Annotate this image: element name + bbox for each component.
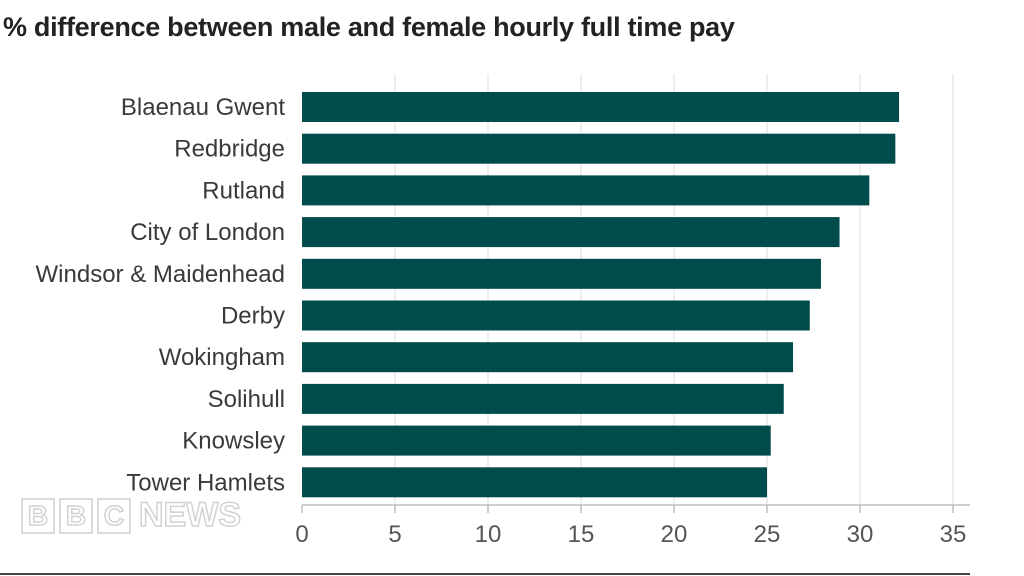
bar-rutland [302,175,870,206]
x-tick-label-30: 30 [847,521,874,548]
category-label-rutland: Rutland [202,177,285,204]
bar-windsor-maidenhead [302,258,821,289]
bottom-rule [0,573,970,575]
x-tick-label-5: 5 [388,521,401,548]
bbc-logo-news-word: NEWS [138,495,242,535]
bbc-logo-block-2: B [59,497,93,534]
bar-wokingham [302,342,794,373]
category-label-city-of-london: City of London [130,219,285,246]
x-tick-label-25: 25 [754,521,781,548]
x-tick-label-15: 15 [568,521,595,548]
bar-blaenau-gwent [302,92,900,122]
bbc-news-logo: B B C NEWS [21,495,242,535]
bar-solihull [302,383,784,414]
category-label-redbridge: Redbridge [174,136,285,163]
bar-derby [302,300,810,331]
bbc-logo-block-3: C [97,497,131,534]
category-label-blaenau-gwent: Blaenau Gwent [121,94,285,121]
category-label-knowsley: Knowsley [182,428,285,455]
category-label-windsor-maidenhead: Windsor & Maidenhead [36,261,285,288]
bar-tower-hamlets [302,467,767,498]
bar-redbridge [302,133,896,164]
x-tick-label-0: 0 [295,521,308,548]
x-tick-label-35: 35 [940,521,967,548]
category-label-tower-hamlets: Tower Hamlets [126,469,285,496]
x-tick-label-10: 10 [475,521,502,548]
bar-city-of-london [302,217,840,248]
x-tick-label-20: 20 [661,521,688,548]
category-label-wokingham: Wokingham [159,344,285,371]
category-label-derby: Derby [221,303,285,330]
bbc-logo-block-1: B [21,497,55,534]
category-label-solihull: Solihull [208,386,285,413]
bar-knowsley [302,425,771,456]
chart-title: % difference between male and female hou… [3,12,735,42]
